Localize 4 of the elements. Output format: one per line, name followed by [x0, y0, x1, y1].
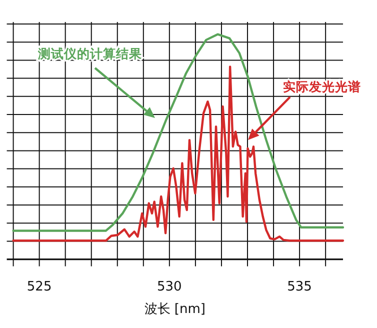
- x-tick-label: 525: [26, 279, 52, 294]
- x-tick-label: 535: [287, 279, 312, 294]
- x-axis-title: 波长 [nm]: [144, 302, 206, 317]
- x-tick-label: 530: [157, 279, 182, 294]
